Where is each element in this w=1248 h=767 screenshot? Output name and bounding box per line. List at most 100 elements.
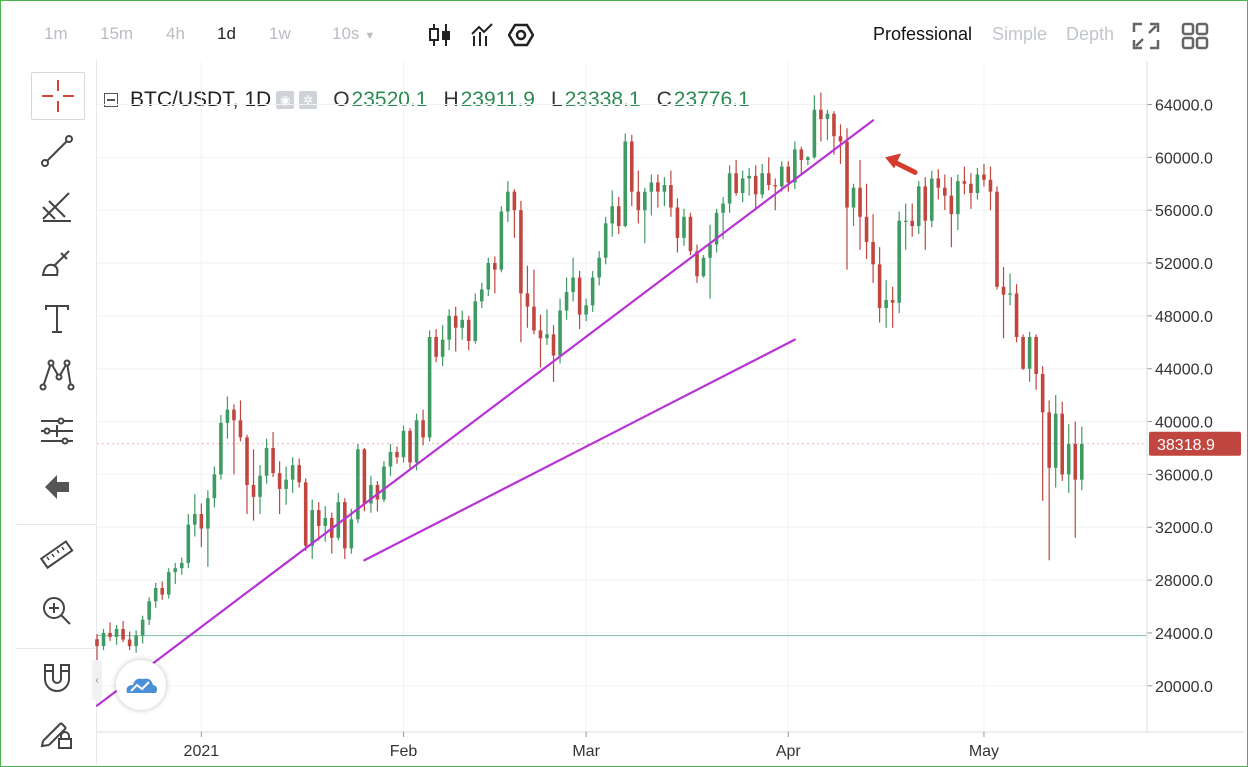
candle-body [675, 207, 680, 238]
candle-body [147, 601, 151, 620]
mode-simple[interactable]: Simple [992, 24, 1048, 44]
candle [845, 128, 849, 270]
candle [1034, 334, 1038, 390]
lock-drawings-tool[interactable] [31, 710, 83, 756]
candle-body [140, 619, 145, 636]
candle-body [864, 216, 869, 242]
timeframe-10s[interactable]: 10s ▼ [332, 24, 375, 44]
brand-logo [116, 660, 166, 710]
y-tick-label: 36000.0 [1155, 467, 1213, 484]
candle-body [427, 337, 432, 438]
candle [975, 167, 980, 200]
candle [349, 508, 354, 554]
mode-professional[interactable]: Professional [873, 24, 973, 44]
text-tool[interactable] [31, 296, 83, 342]
candle [277, 461, 282, 515]
candle-body [858, 187, 862, 217]
candle-body [382, 466, 386, 500]
candle-body [166, 572, 171, 595]
mode-depth[interactable]: Depth [1066, 24, 1115, 44]
zoom-in-tool[interactable] [31, 588, 83, 634]
candle-body [1001, 286, 1006, 295]
candle [799, 146, 804, 175]
candlestick-icon[interactable] [428, 22, 452, 53]
ruler-tool[interactable] [31, 532, 83, 578]
candle-body [832, 113, 836, 137]
timeframe-4h[interactable]: 4h [166, 24, 185, 43]
candle [303, 478, 308, 552]
candle-body [734, 173, 738, 194]
candle [1079, 426, 1084, 491]
candle-body [584, 305, 588, 315]
candle-body [760, 173, 765, 195]
candle [890, 286, 895, 328]
candle [519, 200, 523, 343]
fib-tool[interactable] [31, 184, 83, 230]
candle [727, 165, 732, 213]
candle [897, 211, 901, 314]
candle [362, 447, 367, 512]
settings-hex-icon[interactable] [507, 22, 535, 53]
candle [251, 449, 256, 521]
magnet-tool[interactable] [31, 654, 83, 700]
candle-body [577, 277, 582, 315]
candle [714, 208, 719, 253]
trendline-tool[interactable] [31, 128, 83, 174]
candle [284, 466, 288, 505]
timeframe-1m[interactable]: 1m [44, 24, 68, 43]
fullscreen-icon[interactable] [1132, 22, 1160, 55]
expand-panel-tab[interactable]: ‹ [92, 660, 102, 700]
timeframe-1d[interactable]: 1d [217, 24, 236, 43]
candle [427, 330, 432, 442]
candle-body [603, 223, 608, 258]
hide-toolbar-button[interactable] [31, 464, 83, 510]
crosshair-tool[interactable] [31, 72, 85, 120]
annotation-arrow-shaft [890, 158, 918, 175]
timeframe-15m[interactable]: 15m [100, 24, 134, 43]
candle-body [936, 178, 941, 188]
candle-body [995, 191, 999, 287]
candle-body [297, 465, 301, 483]
timeframe-1w[interactable]: 1w [269, 24, 291, 43]
candle-body [310, 510, 315, 546]
low-number: 23338.1 [564, 88, 641, 111]
candle-body [571, 277, 575, 293]
candle [440, 325, 445, 367]
candle [193, 494, 197, 537]
candle-body [199, 514, 204, 529]
last-price-label: 38318.9 [1157, 437, 1215, 454]
candle [701, 255, 706, 278]
candle-body [564, 292, 569, 311]
candle-body [473, 301, 478, 341]
candle-body [1027, 337, 1032, 369]
candle-body [610, 206, 615, 224]
candle-body [812, 109, 817, 158]
candle [538, 314, 543, 368]
brush-tool[interactable] [31, 240, 83, 286]
candle-body [773, 185, 778, 187]
candle [916, 181, 921, 234]
candle [473, 293, 478, 344]
candle-body [440, 339, 445, 357]
candle-body [943, 187, 947, 196]
low-label: L [550, 88, 563, 111]
x-tick-label: Apr [776, 743, 802, 760]
candle-body [551, 334, 556, 356]
layout-grid-icon[interactable] [1180, 21, 1210, 56]
candle [649, 174, 654, 216]
collapse-legend-icon[interactable] [104, 93, 118, 107]
candle [1027, 331, 1032, 382]
pattern-tool[interactable] [31, 352, 83, 398]
x-tick-label: 2021 [184, 743, 220, 760]
candle-body [1066, 444, 1071, 475]
candle [486, 257, 491, 297]
candle [453, 306, 458, 352]
candle [101, 628, 106, 651]
measure-lines-tool[interactable] [31, 408, 83, 454]
indicator-icon[interactable] [470, 22, 494, 53]
candle [610, 190, 615, 237]
y-tick-label: 64000.0 [1155, 97, 1213, 114]
y-tick-label: 28000.0 [1155, 573, 1213, 590]
candle-body [153, 588, 158, 602]
